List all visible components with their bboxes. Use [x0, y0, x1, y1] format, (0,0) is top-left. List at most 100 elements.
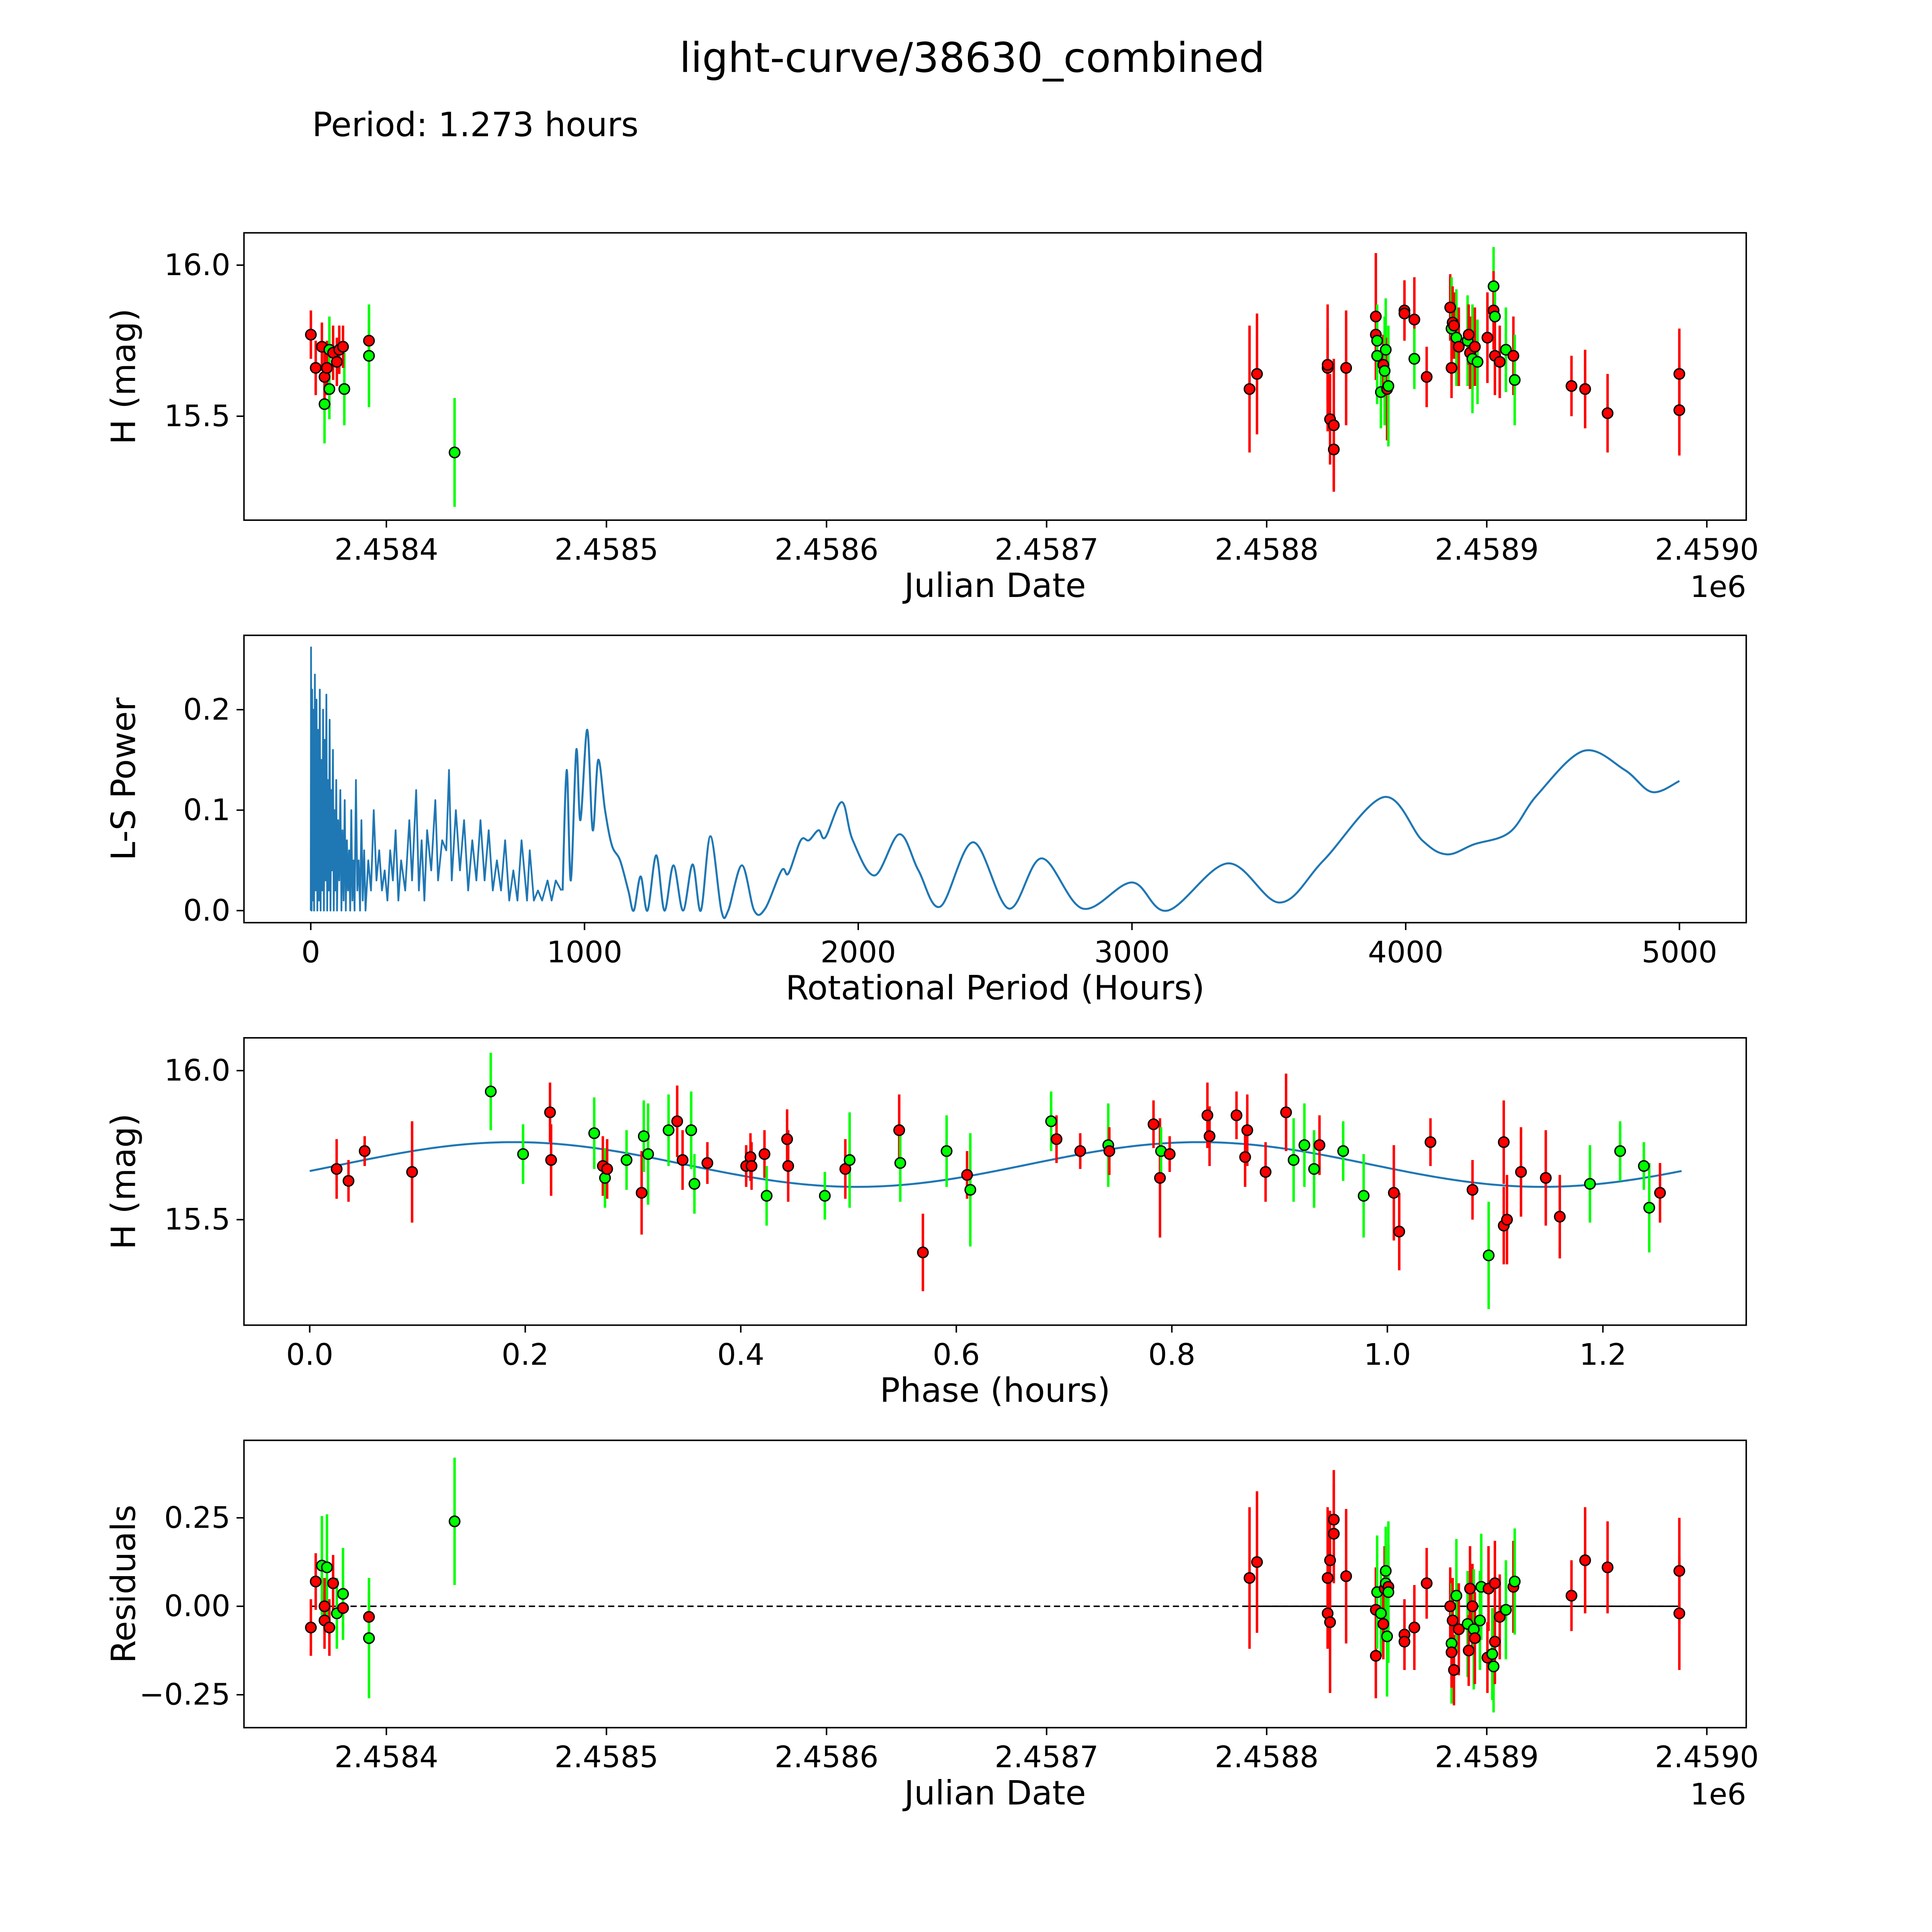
data-point [305, 328, 317, 341]
data-point [688, 1178, 701, 1190]
data-point [701, 1157, 713, 1169]
data-point [1540, 1172, 1552, 1184]
x-axis-label: Rotational Period (Hours) [786, 969, 1205, 1008]
data-point [1243, 383, 1255, 395]
data-point [1444, 1600, 1456, 1612]
x-tick-label: 2.4590 [1655, 1740, 1759, 1775]
x-tick-label: 2.4590 [1655, 533, 1759, 567]
data-point [1673, 1607, 1685, 1619]
data-point [1446, 1646, 1458, 1658]
axes-frame [243, 634, 1747, 923]
y-axis-label: H (mag) [104, 1114, 143, 1250]
y-tick-label: 15.5 [164, 399, 230, 434]
data-point [601, 1163, 613, 1175]
data-point [545, 1154, 557, 1166]
x-tick-label: 2000 [820, 935, 896, 969]
x-tick-label: 2.4589 [1435, 533, 1539, 567]
lightcurve-panel: 2.4584 2.4585 2.4586 2.4587 2.4588 2.4589 2.45… [104, 232, 1759, 605]
data-point [1357, 1190, 1370, 1202]
data-point [1204, 1130, 1216, 1142]
data-point [1371, 350, 1383, 362]
x-tick-label: 2.4589 [1435, 1740, 1539, 1775]
data-point [819, 1190, 831, 1202]
data-point [1408, 353, 1420, 365]
data-point [1453, 1623, 1465, 1635]
periodogram-smooth-line [561, 729, 1680, 919]
data-point [1375, 1607, 1387, 1619]
data-point [1501, 1214, 1513, 1226]
data-point [1602, 1561, 1614, 1573]
y-axis-label: L-S Power [104, 697, 143, 861]
period-subtitle: Period: 1.273 hours [312, 106, 639, 145]
data-point [1447, 1614, 1459, 1626]
data-point [318, 1600, 331, 1612]
x-tick-label: 0.0 [286, 1338, 333, 1372]
phased-plot-area [310, 1053, 1682, 1309]
data-point [1463, 328, 1475, 341]
data-point [1509, 374, 1521, 386]
data-point [1251, 368, 1263, 380]
data-point [1398, 1636, 1410, 1648]
data-point [671, 1115, 683, 1128]
data-point [1340, 362, 1352, 374]
data-point [1408, 1621, 1420, 1634]
residuals-plot-area [305, 1458, 1685, 1713]
data-point [760, 1190, 773, 1202]
data-point [1239, 1151, 1251, 1163]
data-point [337, 1602, 349, 1614]
data-point [337, 341, 349, 353]
data-point [1446, 362, 1458, 374]
data-point [1103, 1145, 1116, 1157]
data-point [1498, 1136, 1510, 1148]
x-offset-label: 1e6 [1690, 570, 1746, 604]
data-point [1448, 1664, 1460, 1676]
data-point [1584, 1178, 1596, 1190]
data-point [1148, 1118, 1160, 1130]
phased-panel: 0.0 0.2 0.4 0.6 0.8 1.0 1.2 15.5 16.0 Phase (hour… [104, 1037, 1747, 1410]
data-point [1421, 371, 1433, 383]
data-point [1466, 1184, 1479, 1196]
data-point [1515, 1166, 1527, 1178]
data-point [1328, 419, 1340, 431]
x-axis-label: Julian Date [902, 566, 1086, 605]
data-point [1421, 1577, 1433, 1589]
data-point [781, 1133, 793, 1145]
data-point [310, 1575, 322, 1588]
data-point [1377, 1618, 1389, 1630]
x-axis-label: Phase (hours) [880, 1371, 1111, 1410]
data-point [1371, 335, 1383, 347]
data-point [363, 350, 375, 362]
y-tick-label: 15.5 [164, 1202, 230, 1237]
data-point [1638, 1160, 1650, 1172]
y-tick-label: 16.0 [164, 1053, 230, 1088]
data-point [1488, 280, 1500, 293]
data-point [1340, 1570, 1352, 1582]
x-tick-label: 2.4586 [774, 1740, 878, 1775]
x-axis-label: Julian Date [902, 1774, 1086, 1813]
y-tick-label: 0.1 [183, 793, 230, 827]
data-point [893, 1124, 905, 1136]
data-point [663, 1124, 675, 1136]
y-axis-label: H (mag) [104, 308, 143, 444]
data-point [1163, 1148, 1176, 1160]
data-point [1313, 1139, 1326, 1151]
data-point [1243, 1572, 1255, 1584]
data-point [1380, 1565, 1392, 1577]
y-tick-label: 0.0 [183, 893, 230, 928]
y-tick-label: −0.25 [139, 1678, 230, 1712]
data-point [844, 1154, 856, 1166]
data-point [359, 1145, 371, 1157]
data-point [363, 1632, 375, 1644]
x-tick-label: 2.4587 [995, 533, 1099, 567]
data-point [759, 1148, 770, 1160]
x-tick-label: 2.4588 [1215, 533, 1319, 567]
x-tick-label: 5000 [1642, 935, 1718, 969]
data-point [1260, 1166, 1272, 1178]
data-point [685, 1124, 697, 1136]
data-point [745, 1160, 758, 1172]
data-point [1614, 1145, 1626, 1157]
data-point [1424, 1136, 1437, 1148]
data-point [1201, 1109, 1213, 1121]
x-tick-label: 1000 [547, 935, 622, 969]
x-tick-label: 2.4587 [995, 1740, 1099, 1775]
